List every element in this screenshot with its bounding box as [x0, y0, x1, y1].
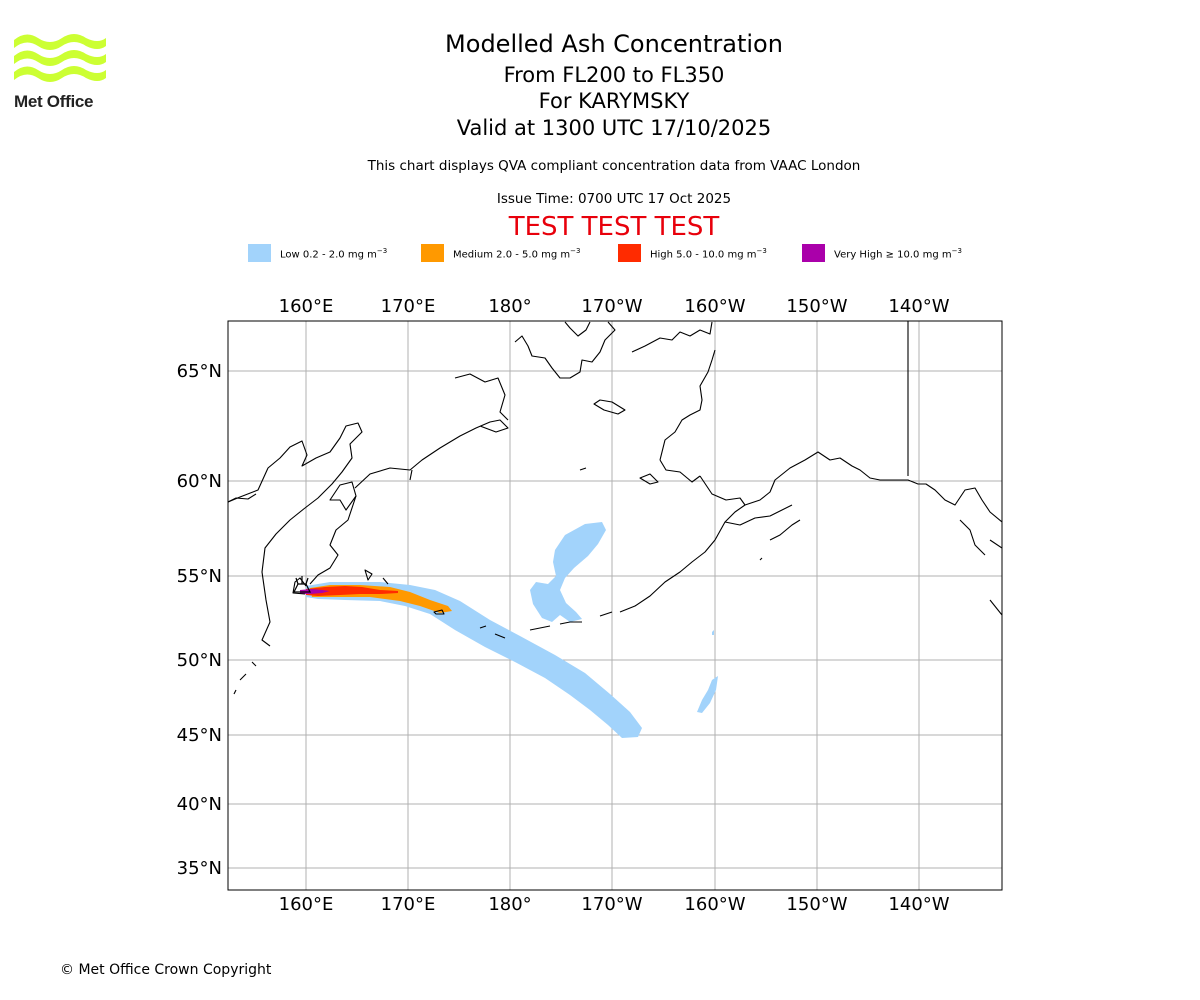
lat-label: 60°N: [177, 471, 222, 492]
lat-label: 45°N: [177, 725, 222, 746]
lat-label: 65°N: [177, 361, 222, 382]
ash-high-concentration: [306, 586, 398, 596]
met-office-logo: Met Office: [14, 30, 110, 112]
test-banner: TEST TEST TEST: [508, 212, 720, 242]
lon-labels-bottom: 160°E 170°E 180° 170°W 160°W 150°W 140°W: [279, 894, 950, 915]
chart-title: Modelled Ash Concentration: [445, 30, 783, 58]
chart-description: This chart displays QVA compliant concen…: [367, 158, 861, 174]
lon-label: 170°W: [581, 894, 642, 915]
lon-label: 160°E: [279, 296, 334, 317]
volcano-marker-icon: [293, 576, 311, 593]
lat-label: 55°N: [177, 566, 222, 587]
lon-label: 160°E: [279, 894, 334, 915]
graticule: [228, 321, 1002, 890]
lon-label: 140°W: [888, 894, 949, 915]
legend-label-low: Low 0.2 - 2.0 mg m−3: [280, 247, 388, 261]
legend-swatch-very-high: [802, 244, 825, 262]
lon-label: 170°E: [381, 894, 436, 915]
flight-levels: From FL200 to FL350: [503, 63, 725, 87]
lon-label: 180°: [488, 894, 531, 915]
lon-label: 160°W: [684, 296, 745, 317]
copyright-notice: © Met Office Crown Copyright: [60, 962, 272, 978]
lat-label: 50°N: [177, 650, 222, 671]
lon-label: 150°W: [786, 894, 847, 915]
valid-time: Valid at 1300 UTC 17/10/2025: [456, 116, 772, 140]
lon-label: 160°W: [684, 894, 745, 915]
ash-low-concentration: [306, 522, 718, 738]
legend-swatch-medium: [421, 244, 444, 262]
volcano-name: For KARYMSKY: [538, 89, 690, 113]
lon-label: 170°W: [581, 296, 642, 317]
met-office-waves-icon: [14, 34, 106, 82]
legend-swatch-high: [618, 244, 641, 262]
legend-label-high: High 5.0 - 10.0 mg m−3: [650, 247, 767, 261]
legend-label-medium: Medium 2.0 - 5.0 mg m−3: [453, 247, 581, 261]
lon-label: 170°E: [381, 296, 436, 317]
legend-swatch-low: [248, 244, 271, 262]
issue-time: Issue Time: 0700 UTC 17 Oct 2025: [496, 191, 732, 207]
coastlines: [228, 321, 1002, 695]
lon-label: 140°W: [888, 296, 949, 317]
lon-label: 180°: [488, 296, 531, 317]
lat-labels: 65°N 60°N 55°N 50°N 45°N 40°N 35°N: [177, 361, 222, 879]
logo-text: Met Office: [14, 92, 94, 111]
lon-label: 150°W: [786, 296, 847, 317]
map-frame: [227, 320, 1003, 891]
lat-label: 40°N: [177, 794, 222, 815]
ash-very-high-concentration: [300, 589, 330, 594]
lon-labels-top: 160°E 170°E 180° 170°W 160°W 150°W 140°W: [279, 296, 950, 317]
legend-label-very-high: Very High ≥ 10.0 mg m−3: [834, 247, 962, 261]
lat-label: 35°N: [177, 858, 222, 879]
